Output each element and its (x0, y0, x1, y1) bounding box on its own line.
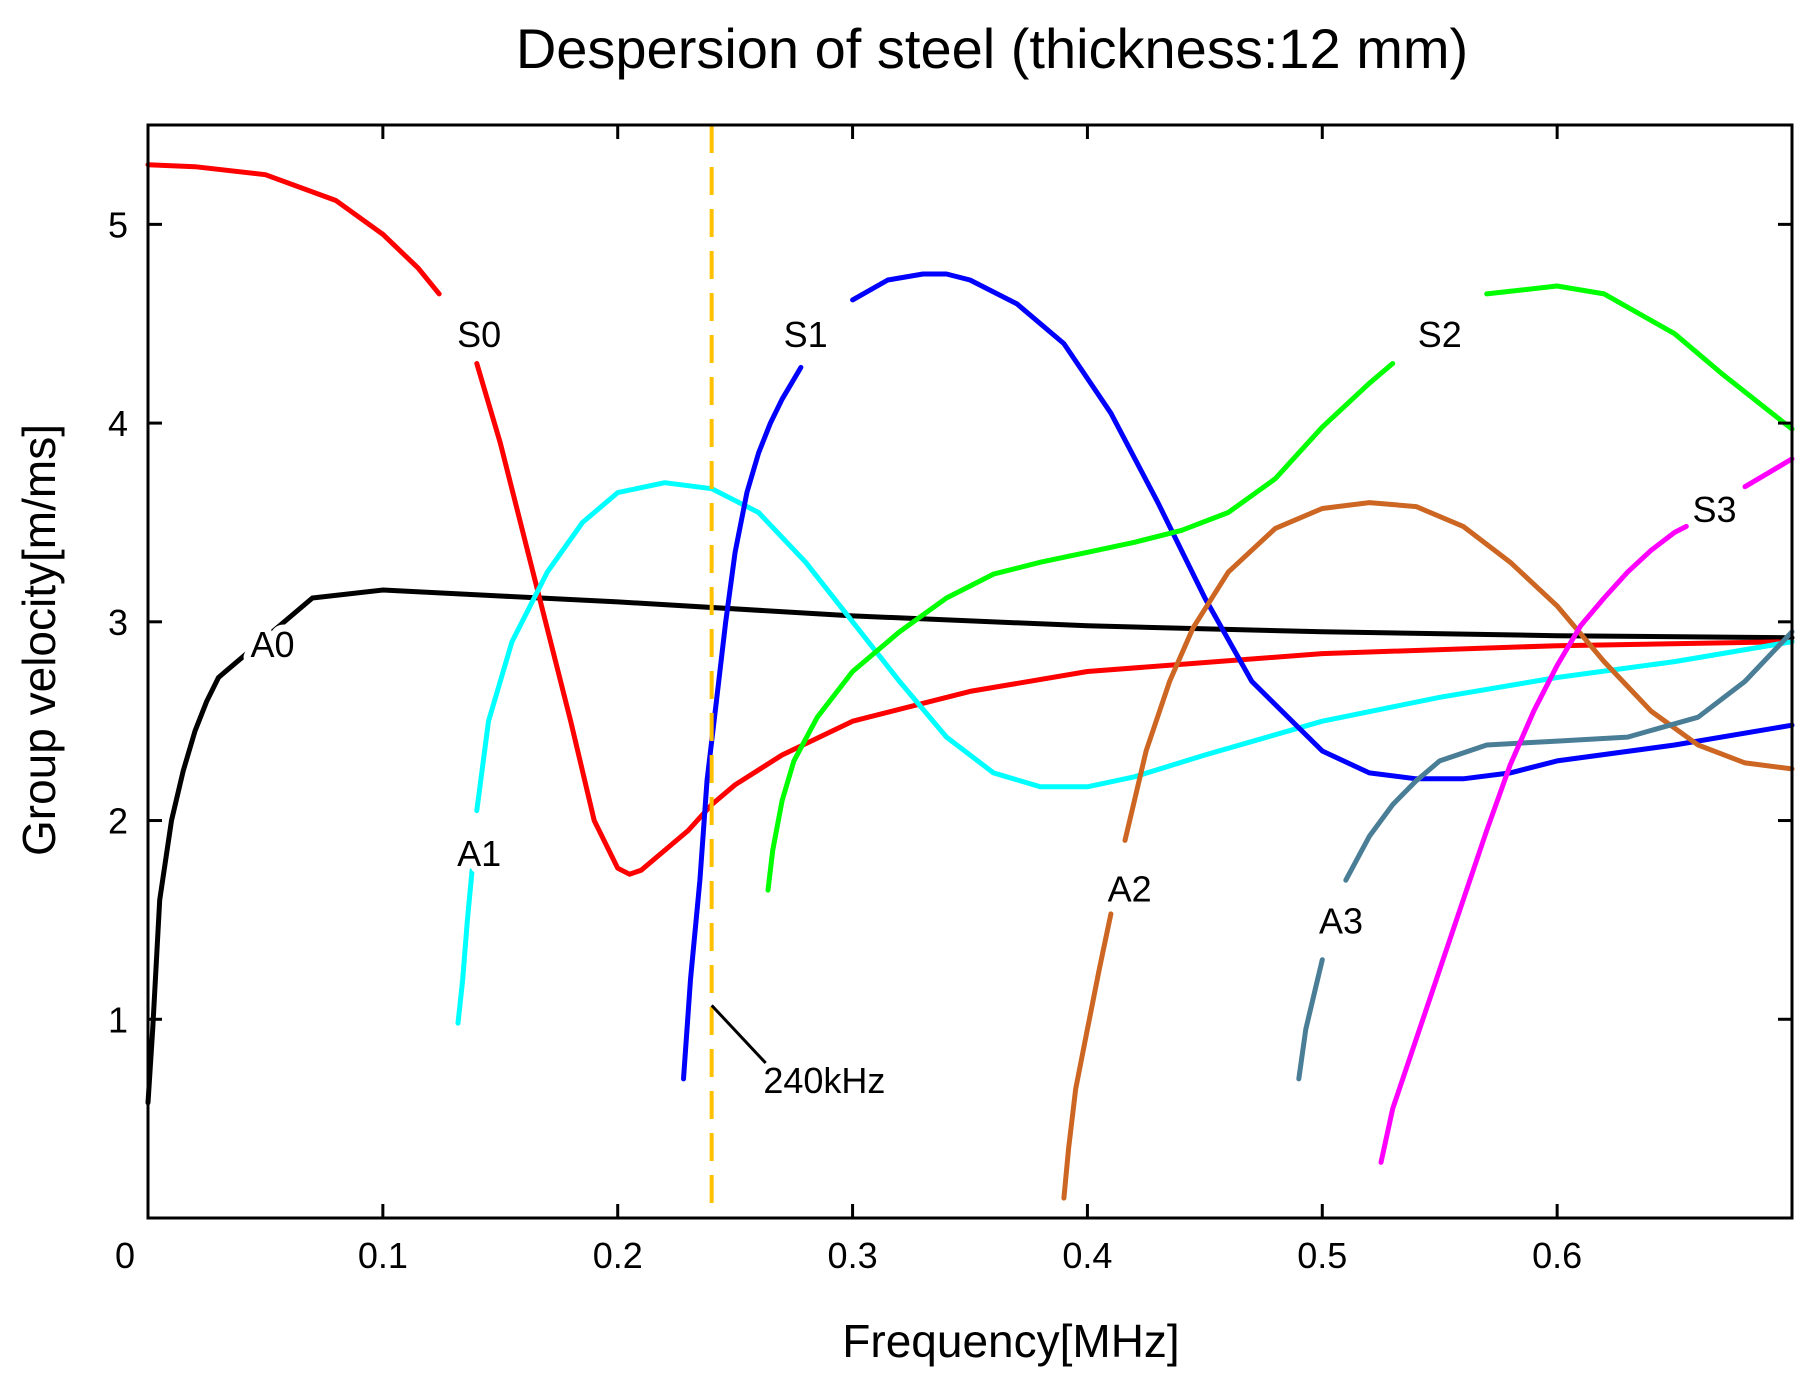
x-tick-label: 0.3 (828, 1235, 878, 1276)
y-tick-label: 3 (108, 602, 128, 643)
y-tick-label: 1 (108, 999, 128, 1040)
x-tick-label: 0.6 (1532, 1235, 1582, 1276)
curve-labels: 240kHz A0 S0 A1 S1 S2 A2 A3 S3 (243, 307, 1743, 1101)
curve-a1-seg2 (474, 480, 1795, 814)
curve-label-s1: S1 (784, 314, 828, 355)
curve-label-s2: S2 (1418, 314, 1462, 355)
x-tick-label: 0 (115, 1235, 135, 1276)
x-tick-label: 0.2 (593, 1235, 643, 1276)
curve-s0-seg2 (474, 361, 1795, 877)
y-tick-label: 5 (108, 204, 128, 245)
curve-s1-seg1 (681, 364, 804, 1082)
curves-group (145, 162, 1795, 1201)
curve-label-a0: A0 (250, 624, 294, 665)
curve-label-a2: A2 (1108, 869, 1152, 910)
y-tick-label: 2 (108, 801, 128, 842)
curve-label-s3: S3 (1692, 489, 1736, 530)
curve-label-s0: S0 (457, 314, 501, 355)
plot-area (148, 125, 1792, 1218)
x-axis-label: Frequency[MHz] (842, 1315, 1179, 1367)
y-tick-label: 4 (108, 403, 128, 444)
y-axis-label: Group velocity[m/ms] (13, 424, 65, 856)
curve-s2-seg1 (765, 361, 1396, 893)
x-tick-label: 0.1 (358, 1235, 408, 1276)
curve-label-a1: A1 (457, 833, 501, 874)
plot-frame (146, 123, 1794, 1220)
curve-s3-seg1 (1378, 523, 1689, 1165)
y-ticks: 1 2 3 4 5 (108, 204, 1792, 1040)
curve-label-a3: A3 (1319, 900, 1363, 941)
curve-s3-seg2 (1742, 456, 1795, 490)
freq-marker-label: 240kHz (763, 1060, 885, 1101)
curve-s2-seg2 (1484, 283, 1795, 432)
curve-a0 (145, 587, 1795, 1106)
curve-s0-seg1 (145, 162, 442, 297)
x-tick-label: 0.4 (1062, 1235, 1112, 1276)
x-tick-label: 0.5 (1297, 1235, 1347, 1276)
plot-background (148, 125, 1792, 1218)
curve-a3-seg1 (1296, 957, 1325, 1082)
curve-s1-seg2 (850, 271, 1795, 782)
curve-a3-seg2 (1343, 629, 1795, 883)
annotation-group (709, 125, 767, 1218)
axes-box (146, 123, 1794, 1220)
freq-marker-leader (710, 1004, 767, 1065)
curve-a2-seg1 (1061, 911, 1114, 1201)
curve-a2-seg2 (1122, 500, 1795, 843)
x-ticks: 0 0.1 0.2 0.3 0.4 0.5 0.6 (115, 125, 1582, 1276)
curve-a1-seg1 (455, 867, 475, 1026)
chart-title: Despersion of steel (thickness:12 mm) (516, 17, 1468, 80)
